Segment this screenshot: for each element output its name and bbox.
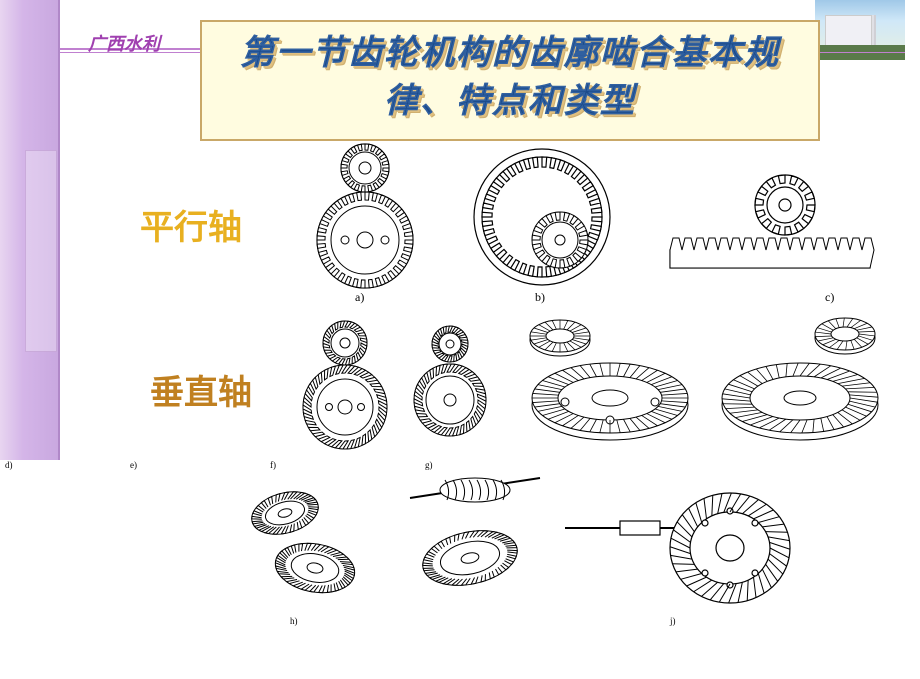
figure-b-internal-gear bbox=[455, 145, 630, 290]
slide-body: 广西水利 第一节齿轮机构的齿廓啮合基本规律、特点和类型 平行轴 垂直轴 bbox=[0, 0, 905, 460]
figure-label-j: j) bbox=[670, 616, 676, 626]
figure-e-helical-small bbox=[405, 320, 495, 450]
figure-row-3: h) bbox=[0, 468, 905, 648]
figure-label-c: c) bbox=[825, 290, 834, 305]
figure-label-h: h) bbox=[290, 616, 298, 626]
slide-title-box: 第一节齿轮机构的齿廓啮合基本规律、特点和类型 bbox=[200, 20, 820, 141]
organization-label: 广西水利 bbox=[88, 30, 160, 56]
figure-d-helical bbox=[290, 315, 400, 455]
row-label-perpendicular-axis: 垂直轴 bbox=[150, 365, 252, 414]
figure-worm-wheel bbox=[390, 468, 550, 618]
side-decoration-strip bbox=[0, 0, 60, 460]
figure-label-a: a) bbox=[355, 290, 364, 305]
figure-j-hypoid bbox=[560, 473, 800, 618]
figure-g-bevel bbox=[505, 310, 695, 460]
figure-c-rack-pinion bbox=[665, 170, 875, 280]
figure-label-b: b) bbox=[535, 290, 545, 305]
slide-title: 第一节齿轮机构的齿廓啮合基本规律、特点和类型 bbox=[222, 30, 798, 125]
row-label-parallel-axis: 平行轴 bbox=[140, 200, 242, 249]
figure-a-external-spur bbox=[295, 140, 435, 290]
figure-spiral-bevel bbox=[700, 310, 890, 460]
figure-h-crossed-helical bbox=[230, 473, 370, 613]
campus-photo bbox=[815, 0, 905, 60]
